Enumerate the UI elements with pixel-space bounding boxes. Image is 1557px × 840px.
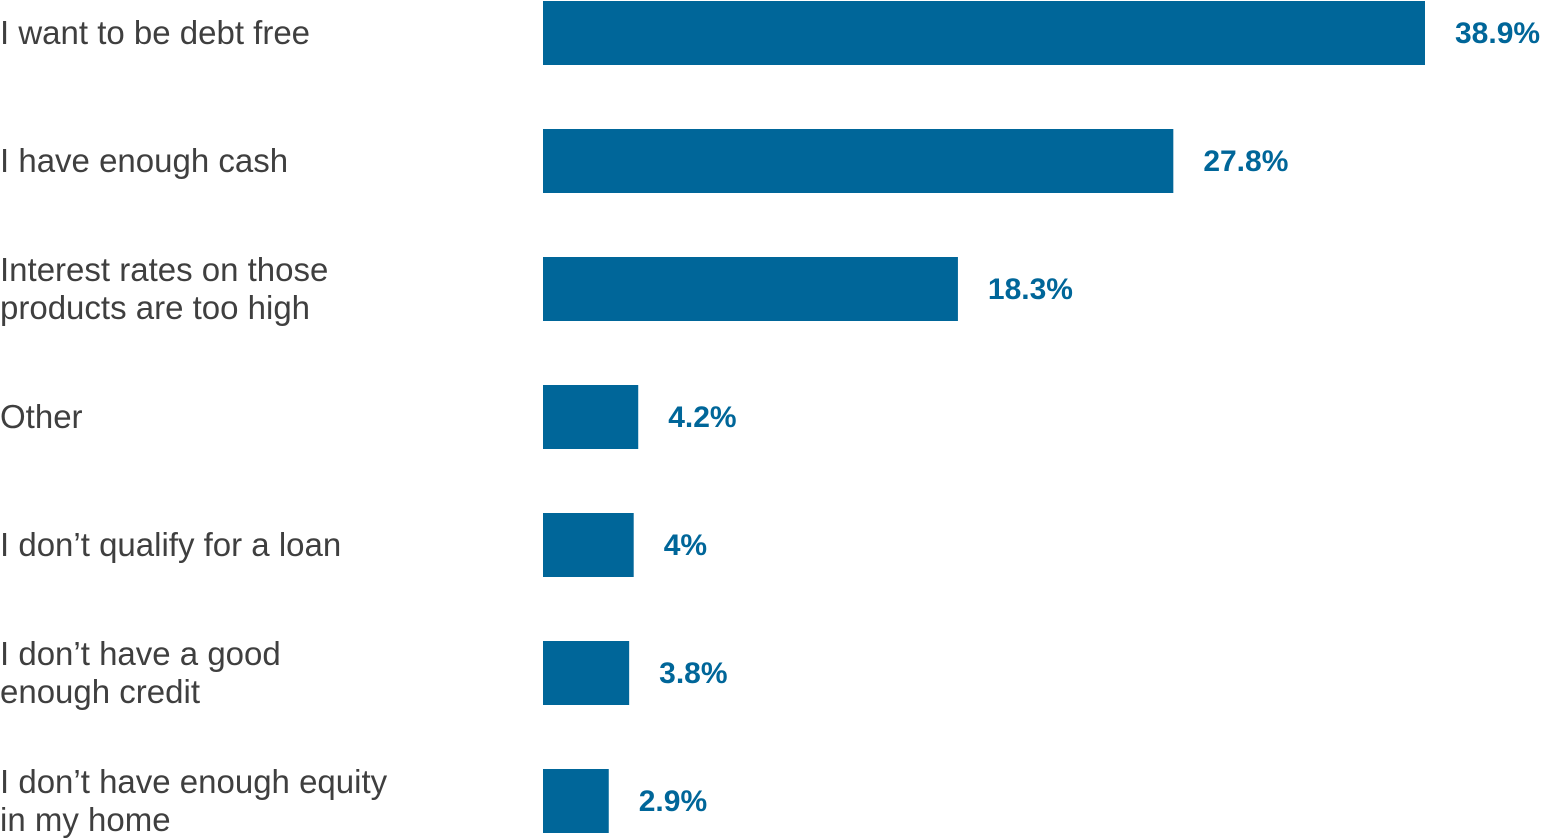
category-label: I don’t have a good enough credit (0, 635, 281, 710)
bar (543, 641, 630, 705)
bar (543, 257, 958, 321)
value-label: 2.9% (639, 785, 707, 818)
category-label: I want to be debt free (0, 14, 311, 51)
bar (543, 1, 1425, 65)
category-label: Interest rates on those products are too… (0, 251, 329, 326)
value-label: 4% (664, 529, 707, 562)
value-label: 18.3% (988, 273, 1073, 306)
category-label: Other (0, 398, 83, 435)
value-label: 3.8% (659, 657, 727, 690)
bar (543, 385, 639, 449)
bar (543, 769, 609, 833)
bar (543, 129, 1174, 193)
category-label: I don’t qualify for a loan (0, 526, 342, 563)
value-label: 4.2% (668, 401, 736, 434)
value-label: 38.9% (1455, 17, 1540, 50)
category-label: I have enough cash (0, 142, 289, 179)
value-label: 27.8% (1203, 145, 1288, 178)
bar (543, 513, 634, 577)
category-label: I don’t have enough equity in my home (0, 763, 388, 838)
